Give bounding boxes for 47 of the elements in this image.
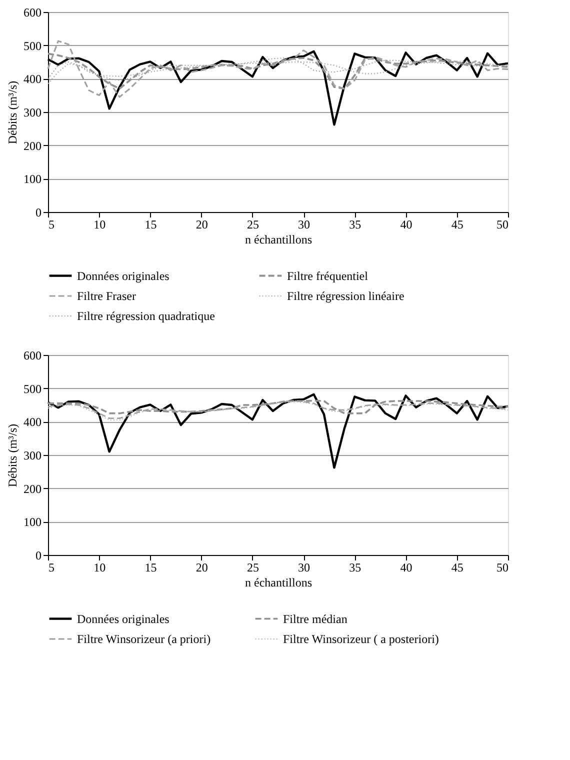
x-tick-label: 15 [144,560,157,574]
y-tick-label: 200 [24,482,42,496]
x-tick-label: 40 [400,560,412,574]
legend-label: Données originales [77,612,170,626]
legend-label: Filtre régression linéaire [287,289,404,303]
x-tick-label: 50 [496,218,508,232]
y-tick-label: 0 [36,206,42,220]
x-tick-label: 10 [94,218,106,232]
y-tick-label: 300 [24,106,42,120]
x-axis-title: n échantillons [245,232,312,246]
legend-label: Filtre Winsorizeur (a priori) [77,632,211,646]
y-tick-label: 600 [24,6,42,20]
y-tick-label: 500 [24,382,42,396]
y-tick-label: 0 [36,548,42,562]
legend-label: Filtre Fraser [77,289,136,303]
y-axis-title: Débits (m³/s) [6,424,20,488]
x-tick-label: 15 [144,218,157,232]
x-tick-label: 25 [246,218,259,232]
x-tick-label: 50 [496,560,508,574]
y-tick-label: 100 [24,515,42,530]
x-tick-label: 40 [400,218,412,232]
x-axis-title: n échantillons [245,576,312,590]
y-tick-label: 200 [24,138,42,153]
x-tick-label: 30 [298,560,310,574]
x-tick-label: 45 [451,218,464,232]
x-tick-label: 5 [48,560,54,574]
x-tick-label: 20 [196,218,208,232]
legend-label: Données originales [77,268,170,283]
x-tick-label: 10 [94,560,106,574]
y-tick-label: 400 [24,415,42,430]
y-tick-label: 300 [24,448,42,462]
x-tick-label: 5 [48,218,54,232]
y-tick-label: 100 [24,172,42,186]
legend-label: Filtre fréquentiel [287,268,369,283]
y-tick-label: 600 [24,348,42,362]
x-tick-label: 35 [349,218,362,232]
y-tick-label: 500 [24,38,42,53]
legend-label: Filtre Winsorizeur ( a posteriori) [283,632,439,646]
y-axis-title: Débits (m³/s) [6,80,20,144]
legend-label: Filtre régression quadratique [77,309,215,323]
y-tick-label: 400 [24,72,42,86]
x-tick-label: 45 [451,560,464,574]
legend-label: Filtre médian [283,612,348,626]
x-tick-label: 20 [196,560,208,574]
x-tick-label: 25 [246,560,259,574]
x-tick-label: 35 [349,560,362,574]
x-tick-label: 30 [298,218,310,232]
